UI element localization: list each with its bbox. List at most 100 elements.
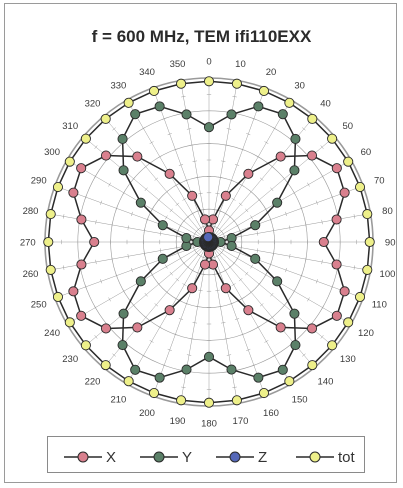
point-Y-190 [181,364,192,375]
point-X-330 [164,168,175,179]
grid-minor-tick [321,305,324,310]
grid-minor-tick [154,177,159,181]
grid-minor-tick [154,303,159,307]
grid-minor-tick [331,284,334,290]
point-X-120 [331,310,342,321]
grid-minor-tick [321,259,323,265]
grid-minor-tick [179,223,182,228]
grid-minor-tick [111,222,113,228]
grid-minor-tick [272,228,275,233]
grid-minor-tick [157,325,162,329]
grid-minor-tick [157,155,162,159]
point-tot-140 [307,360,318,371]
grid-minor-tick [157,282,161,287]
point-Y-120 [272,276,283,287]
grid-minor-tick [164,190,169,194]
angle-tick-label: 180 [201,419,217,430]
grid-minor-tick [228,215,232,219]
legend-marker-Z [229,451,241,463]
grid-minor-tick [159,248,162,253]
point-Y-290 [157,220,168,231]
point-Y-170 [226,364,237,375]
angle-tick-label: 150 [292,394,308,405]
legend-item-Z: Z [216,449,267,466]
grid-minor-tick [165,264,168,269]
point-Y-140 [290,339,301,351]
grid-minor-tick [245,208,249,213]
grid-minor-tick [177,228,180,233]
point-tot-110 [354,291,366,303]
grid-minor-tick [108,182,111,187]
angle-tick-label: 0 [206,56,211,67]
grid-minor-tick [195,210,200,213]
point-X-350 [199,214,211,225]
point-Y-110 [250,253,261,264]
grid-minor-tick [63,265,65,270]
grid-minor-tick [238,202,243,206]
point-Y-200 [154,372,165,383]
grid-minor-tick [141,354,146,357]
legend-label-X: X [106,449,116,466]
grid-minor-tick [250,264,253,269]
grid-minor-tick [192,322,197,324]
angle-tick-label: 190 [170,416,186,427]
grid-minor-tick [122,190,126,195]
grid-minor-tick [238,251,241,256]
grid-minor-tick [232,219,236,223]
angle-tick-label: 160 [263,408,279,419]
grid-minor-tick [94,174,97,179]
point-X-100 [331,259,342,270]
grid-minor-tick [285,211,288,217]
point-Y-50 [289,165,300,176]
point-X-320 [132,151,143,162]
point-Y-40 [290,133,301,145]
point-X-110 [339,286,350,297]
grid-minor-tick [269,217,272,222]
angle-tick-label: 40 [320,99,331,110]
grid-minor-tick [234,318,240,321]
grid-minor-tick [201,273,206,275]
grid-minor-tick [321,219,323,225]
grid-minor-tick [165,215,168,220]
grid-minor-tick [182,283,187,286]
point-tot-60 [343,156,354,167]
grid-minor-tick [100,279,103,284]
grid-minor-tick [186,215,190,219]
point-X-140 [275,322,286,333]
grid-minor-tick [232,96,237,98]
point-X-40 [275,151,286,162]
grid-minor-tick [186,128,192,130]
point-X-160 [220,283,231,294]
grid-minor-tick [251,364,257,367]
grid-minor-tick [143,165,148,169]
grid-minor-tick [257,197,261,202]
point-X-60 [331,163,342,174]
point-X-200 [187,283,198,294]
grid-minor-tick [320,335,324,339]
grid-minor-tick [229,302,234,305]
point-X-220 [132,322,143,333]
legend-item-tot: tot [296,449,356,466]
point-tot-90 [364,236,375,248]
grid-minor-tick [115,206,118,211]
point-X-30 [243,168,254,179]
angle-tick-label: 170 [233,416,249,427]
grid-minor-tick [270,187,274,192]
point-X-190 [199,259,211,270]
grid-minor-tick [192,160,197,162]
point-X-150 [243,305,254,316]
point-tot-300 [64,156,75,167]
angle-tick-label: 210 [110,394,126,405]
grid-minor-tick [264,272,268,277]
point-Y-100 [226,240,237,252]
grid-minor-tick [169,271,173,276]
grid-minor-tick [178,163,184,166]
point-tot-170 [231,395,242,406]
grid-minor-tick [270,165,275,169]
angle-tick-label: 270 [20,238,36,249]
grid-minor-tick [331,194,334,200]
grid-minor-tick [157,197,161,202]
grid-minor-tick [285,267,288,273]
grid-minor-tick [353,265,355,270]
